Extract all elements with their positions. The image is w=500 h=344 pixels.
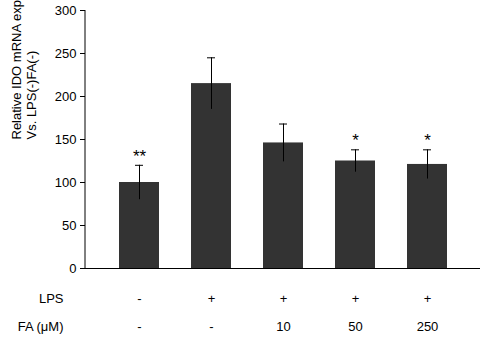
svg-text:LPS: LPS	[39, 291, 64, 306]
svg-text:*: *	[424, 131, 431, 150]
svg-text:50: 50	[348, 319, 362, 334]
svg-text:FA (μM): FA (μM)	[18, 319, 64, 334]
svg-text:Relative IDO mRNA expressionVs: Relative IDO mRNA expressionVs. LPS(-)FA…	[9, 0, 39, 140]
svg-text:100: 100	[55, 175, 77, 190]
svg-text:-: -	[137, 319, 141, 334]
svg-text:-: -	[209, 319, 213, 334]
svg-text:150: 150	[55, 132, 77, 147]
svg-text:-: -	[137, 291, 141, 306]
svg-text:250: 250	[55, 46, 77, 61]
svg-text:0: 0	[69, 261, 76, 276]
svg-text:*: *	[352, 131, 359, 150]
svg-text:**: **	[133, 147, 147, 166]
svg-text:+: +	[280, 291, 288, 306]
svg-text:250: 250	[417, 319, 439, 334]
svg-text:200: 200	[55, 89, 77, 104]
svg-text:10: 10	[276, 319, 290, 334]
svg-text:+: +	[424, 291, 432, 306]
svg-text:50: 50	[62, 218, 76, 233]
svg-text:+: +	[208, 291, 216, 306]
svg-text:+: +	[352, 291, 360, 306]
svg-text:300: 300	[55, 3, 77, 18]
